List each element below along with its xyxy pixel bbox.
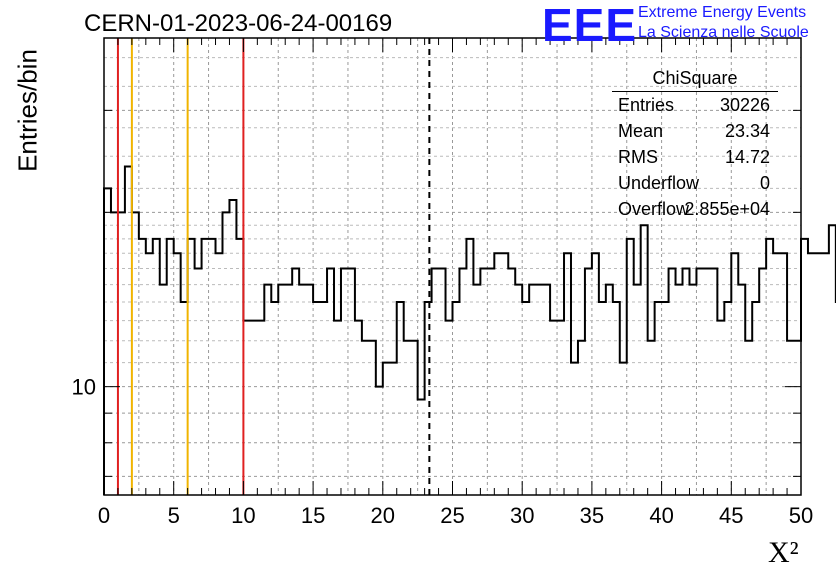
stats-row-rms: RMS 14.72 xyxy=(612,147,778,173)
stats-title: ChiSquare xyxy=(612,68,778,92)
stats-value: 0 xyxy=(760,173,770,194)
chart-title: CERN-01-2023-06-24-00169 xyxy=(84,10,392,38)
stats-row-entries: Entries 30226 xyxy=(612,95,778,121)
tick-labels: 0 5 10 15 20 25 30 35 40 45 50 10 xyxy=(72,375,814,528)
stats-value: 30226 xyxy=(720,95,770,116)
x-tick-label: 10 xyxy=(231,503,255,528)
stats-value: 23.34 xyxy=(725,121,770,142)
stats-row-mean: Mean 23.34 xyxy=(612,121,778,147)
stats-key: Entries xyxy=(618,95,674,116)
x-tick-label: 25 xyxy=(440,503,464,528)
y-axis-label: Entries/bin xyxy=(13,41,44,181)
x-tick-label: 30 xyxy=(510,503,534,528)
stats-value: 2.855e+04 xyxy=(684,199,770,220)
x-tick-label: 5 xyxy=(168,503,180,528)
stats-row-overflow: Overflow 2.855e+04 xyxy=(612,199,778,225)
stats-key: Mean xyxy=(618,121,663,142)
logo-line-1: Extreme Energy Events xyxy=(638,4,806,22)
x-tick-label: 15 xyxy=(301,503,325,528)
stats-key: Overflow xyxy=(618,199,689,220)
x-tick-label: 50 xyxy=(789,503,813,528)
x-tick-label: 20 xyxy=(371,503,395,528)
x-tick-label: 0 xyxy=(98,503,110,528)
logo-line-2: La Scienza nelle Scuole xyxy=(638,24,809,42)
eee-logo: EEE xyxy=(542,2,637,48)
stats-value: 14.72 xyxy=(725,147,770,168)
stats-row-underflow: Underflow 0 xyxy=(612,173,778,199)
x-tick-label: 45 xyxy=(719,503,743,528)
y-tick-label: 10 xyxy=(72,375,96,400)
stats-box: ChiSquare Entries 30226 Mean 23.34 RMS 1… xyxy=(612,68,778,225)
stats-key: Underflow xyxy=(618,173,699,194)
stats-key: RMS xyxy=(618,147,658,168)
x-axis-label: X² xyxy=(768,536,799,570)
x-tick-label: 35 xyxy=(580,503,604,528)
x-tick-label: 40 xyxy=(649,503,673,528)
